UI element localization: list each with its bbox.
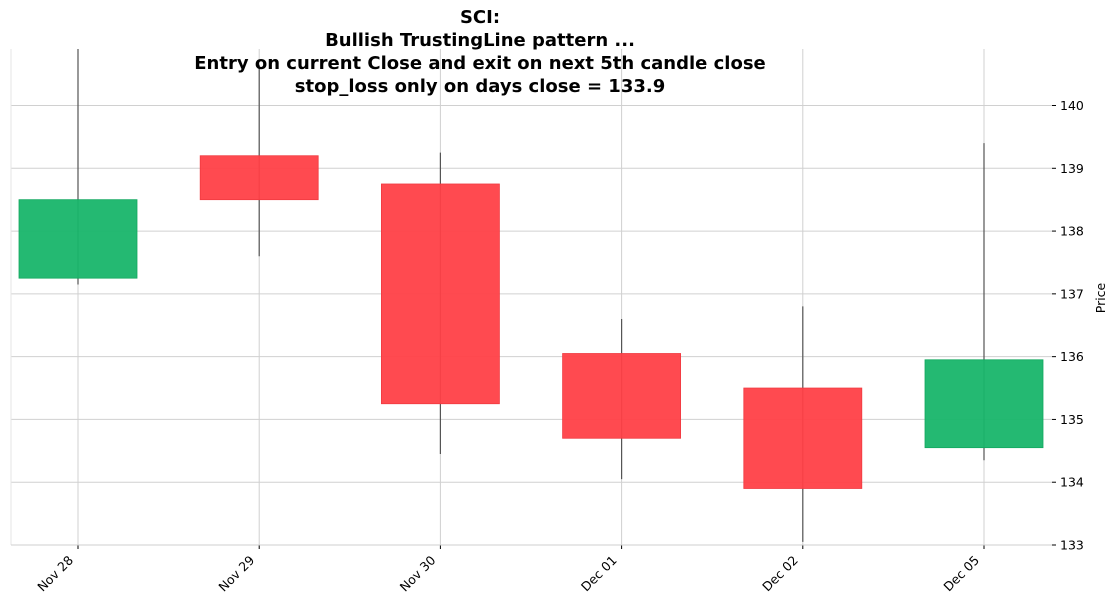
chart-title: SCI: Bullish TrustingLine pattern ... En… (194, 7, 766, 97)
candle-body (924, 359, 1044, 449)
y-axis-label: Price (1093, 282, 1108, 313)
candles (18, 49, 1044, 542)
y-tick-label: 136 (1060, 349, 1084, 364)
x-tick-label: Dec 01 (578, 553, 620, 595)
y-tick-label: 139 (1060, 161, 1084, 176)
y-tick-label: 138 (1060, 224, 1084, 239)
x-tick-label: Nov 29 (215, 552, 257, 594)
candle-body (380, 183, 500, 405)
x-tick-label: Dec 02 (759, 553, 801, 595)
candle-body (562, 353, 681, 439)
y-tick-label: 137 (1060, 286, 1084, 301)
candle-body (18, 199, 138, 279)
axes: 133 134 135 136 137 138 139 140 Nov 28 Nov 29 Nov … (10, 49, 1084, 595)
grid (11, 49, 1052, 546)
y-tick-label: 134 (1060, 475, 1084, 490)
x-tick-label: Dec 05 (940, 553, 982, 595)
x-tick-label: Nov 30 (397, 552, 439, 594)
candle-body (743, 387, 863, 489)
x-tick-label: Nov 28 (34, 552, 76, 594)
y-tick-label: 140 (1060, 98, 1084, 113)
candle-body (199, 155, 319, 201)
y-tick-label: 135 (1060, 412, 1084, 427)
y-tick-label: 133 (1060, 538, 1084, 553)
